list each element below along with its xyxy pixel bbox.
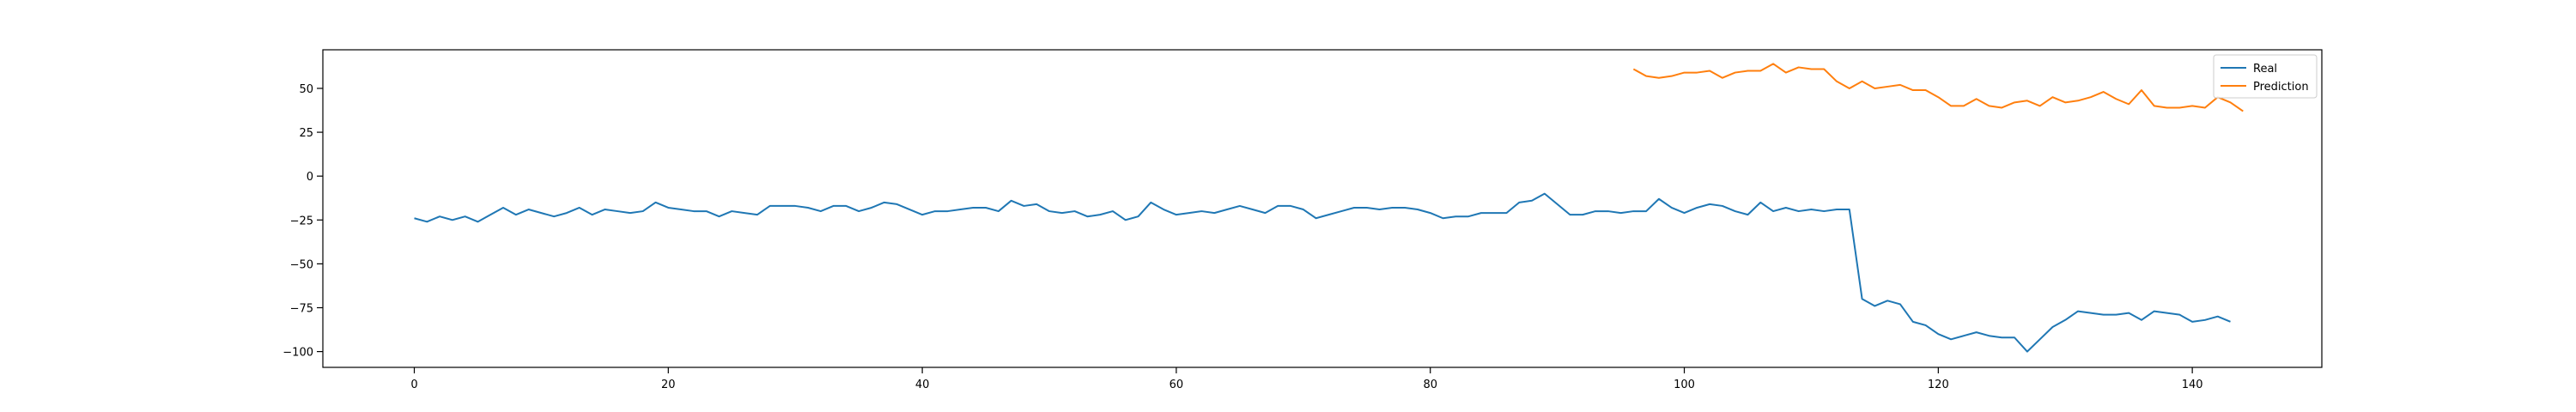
x-tick-label: 0: [410, 379, 417, 391]
series-layer: [414, 63, 2244, 353]
x-tick-label: 20: [661, 379, 676, 391]
x-tick-label: 140: [2182, 379, 2203, 391]
series-line-prediction: [1632, 63, 2244, 112]
legend: Real Prediction: [2213, 54, 2318, 99]
y-tick-label: −100: [283, 347, 313, 360]
y-tick-label: −75: [290, 302, 313, 315]
legend-label-real: Real: [2253, 63, 2277, 76]
axes-layer: 0 20 40 60 80 100 120 140 50 25 0 −25 −50 −75 −100: [283, 49, 2323, 391]
y-tick-label: 50: [299, 83, 313, 96]
legend-label-prediction: Prediction: [2253, 81, 2309, 94]
y-tick-label: 25: [299, 127, 313, 140]
x-tick-label: 40: [915, 379, 930, 391]
x-tick-label: 60: [1170, 379, 1184, 391]
x-tick-label: 100: [1674, 379, 1695, 391]
axes-frame: [322, 49, 2323, 368]
y-tick-label: −50: [290, 258, 313, 271]
y-tick-label: −25: [290, 215, 313, 227]
legend-box: [2213, 54, 2318, 99]
x-tick-label: 80: [1423, 379, 1437, 391]
x-tick-label: 120: [1928, 379, 1949, 391]
y-tick-label: 0: [307, 171, 313, 184]
series-line-real: [414, 192, 2231, 353]
